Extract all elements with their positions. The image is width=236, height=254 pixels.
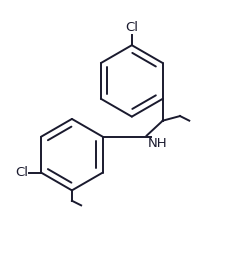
Text: NH: NH — [148, 137, 167, 150]
Text: Cl: Cl — [125, 21, 138, 34]
Text: Cl: Cl — [15, 166, 28, 179]
